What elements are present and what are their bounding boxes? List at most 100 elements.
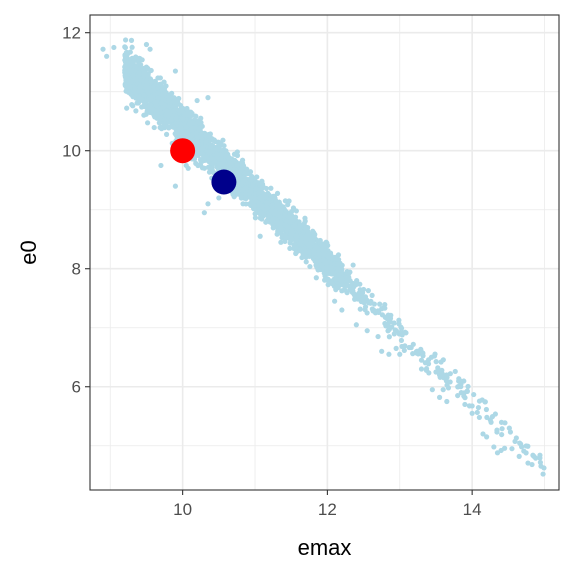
sample-point bbox=[332, 298, 338, 304]
sample-point bbox=[533, 455, 539, 461]
sample-point bbox=[498, 447, 504, 454]
sample-point bbox=[444, 398, 450, 405]
sample-point bbox=[396, 317, 402, 323]
sample-point bbox=[139, 104, 145, 110]
y-axis-title: e0 bbox=[16, 240, 41, 264]
sample-point bbox=[329, 281, 336, 287]
sample-point bbox=[293, 233, 300, 239]
sample-point bbox=[259, 216, 265, 222]
sample-point bbox=[376, 309, 382, 315]
sample-point bbox=[240, 178, 246, 184]
sample-point bbox=[148, 77, 154, 83]
sample-point bbox=[286, 198, 292, 204]
sample-point bbox=[249, 173, 255, 180]
sample-point bbox=[403, 330, 409, 336]
y-axis-ticks: 6 8 10 12 bbox=[62, 24, 90, 397]
sample-point bbox=[172, 183, 179, 189]
sample-point bbox=[313, 244, 320, 250]
sample-point bbox=[440, 387, 446, 393]
sample-point bbox=[263, 185, 269, 192]
sample-point bbox=[540, 471, 546, 477]
sample-point bbox=[306, 249, 312, 255]
sample-point bbox=[155, 89, 161, 96]
sample-point bbox=[216, 195, 222, 201]
sample-point bbox=[152, 112, 158, 118]
sample-point bbox=[257, 211, 263, 217]
sample-point bbox=[171, 108, 177, 114]
sample-point bbox=[171, 124, 177, 130]
sample-point bbox=[471, 391, 477, 398]
sample-point bbox=[484, 414, 490, 420]
sample-point bbox=[257, 233, 263, 239]
sample-point bbox=[124, 50, 130, 56]
sample-point bbox=[157, 75, 163, 81]
sample-point bbox=[347, 269, 353, 275]
sample-point bbox=[128, 37, 135, 43]
sample-point bbox=[402, 343, 408, 349]
sample-point bbox=[132, 85, 138, 91]
sample-point bbox=[512, 438, 518, 444]
sample-point bbox=[220, 137, 226, 143]
sample-point bbox=[208, 143, 215, 149]
sample-point bbox=[159, 92, 165, 98]
sample-point bbox=[425, 361, 432, 367]
sample-point bbox=[144, 84, 150, 90]
sample-point bbox=[122, 44, 129, 51]
sample-point bbox=[111, 44, 117, 51]
sample-point bbox=[270, 225, 276, 231]
sample-point bbox=[172, 68, 179, 74]
sample-point bbox=[153, 102, 159, 108]
sample-point bbox=[173, 120, 179, 127]
sample-point bbox=[397, 351, 403, 357]
x-tick-label: 12 bbox=[318, 500, 337, 519]
sample-point bbox=[193, 130, 199, 137]
sample-point bbox=[382, 314, 388, 320]
sample-point bbox=[339, 307, 345, 313]
sample-point bbox=[129, 44, 135, 50]
sample-point bbox=[192, 113, 198, 119]
sample-point bbox=[308, 240, 314, 246]
sample-point bbox=[145, 73, 151, 79]
sample-point bbox=[278, 239, 284, 245]
sample-point bbox=[433, 369, 439, 375]
sample-point bbox=[452, 368, 458, 375]
sample-point bbox=[205, 201, 211, 207]
sample-point bbox=[177, 131, 183, 137]
sample-point bbox=[259, 181, 266, 187]
x-axis-ticks: 10 12 14 bbox=[173, 490, 482, 519]
sample-point bbox=[324, 269, 330, 275]
sample-point bbox=[274, 231, 280, 237]
sample-point bbox=[209, 166, 215, 173]
sample-point bbox=[274, 210, 280, 216]
sample-point bbox=[144, 120, 151, 126]
sample-point bbox=[333, 276, 339, 282]
sample-point bbox=[406, 344, 412, 351]
sample-point bbox=[436, 394, 443, 400]
sample-point bbox=[364, 310, 370, 316]
sample-point bbox=[236, 173, 242, 179]
sample-point bbox=[282, 238, 288, 244]
sample-point bbox=[325, 282, 331, 288]
sample-point bbox=[227, 164, 233, 171]
sample-point bbox=[435, 365, 441, 371]
highlight-point bbox=[170, 138, 196, 164]
sample-point bbox=[307, 263, 313, 270]
sample-point bbox=[447, 379, 453, 385]
sample-point bbox=[393, 328, 399, 334]
sample-point bbox=[252, 198, 258, 204]
sample-point bbox=[219, 151, 225, 158]
sample-point bbox=[156, 120, 162, 126]
sample-point bbox=[388, 312, 394, 318]
sample-point bbox=[134, 100, 140, 106]
sample-point bbox=[342, 287, 348, 293]
sample-point bbox=[509, 446, 515, 452]
sample-point bbox=[315, 267, 321, 273]
sample-point bbox=[128, 91, 134, 97]
sample-point bbox=[274, 190, 281, 196]
sample-point bbox=[210, 161, 216, 167]
sample-point bbox=[455, 392, 461, 399]
sample-point bbox=[243, 185, 249, 191]
sample-point bbox=[445, 385, 452, 391]
sample-point bbox=[147, 97, 153, 103]
